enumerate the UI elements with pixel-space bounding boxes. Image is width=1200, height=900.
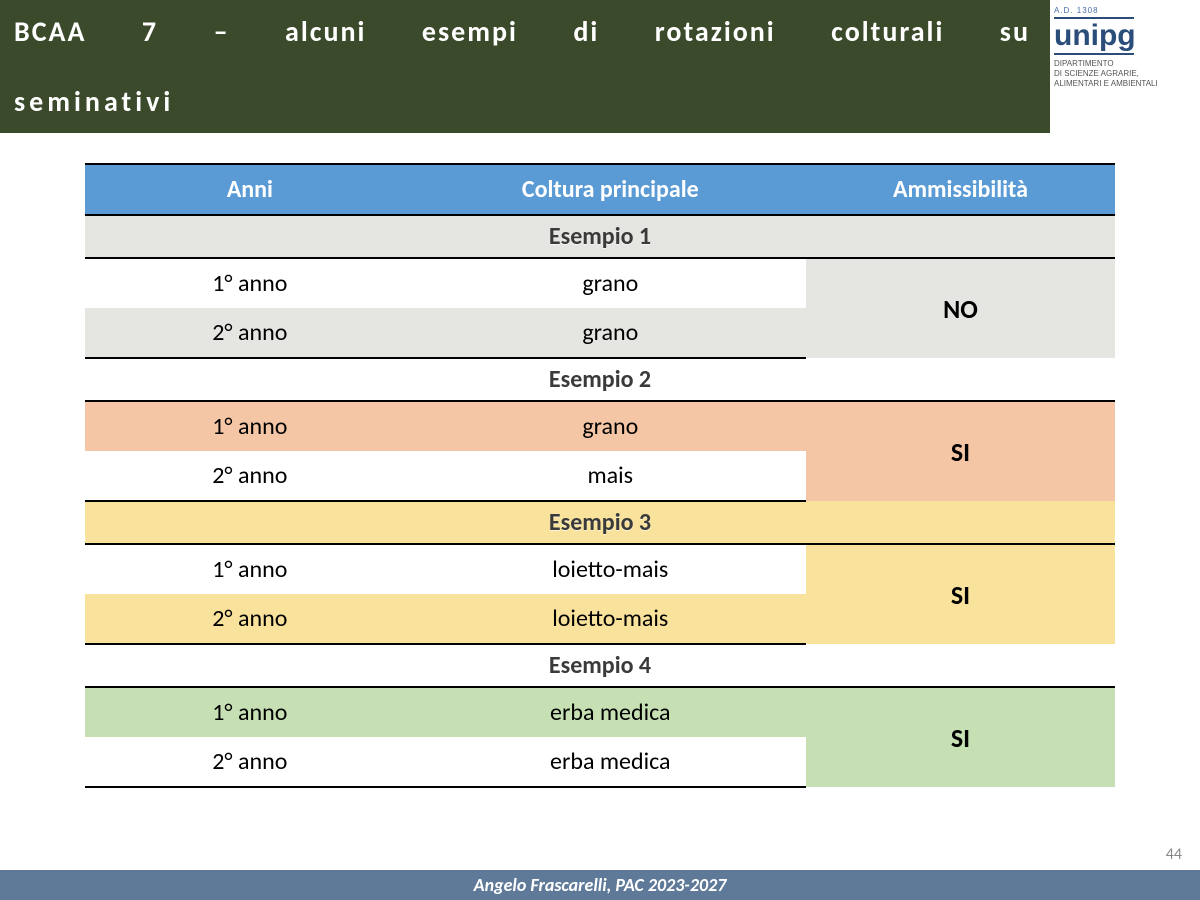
slide-title: BCAA 7 – alcuni esempi di rotazioni colt… xyxy=(0,0,1050,133)
title-line-1: BCAA 7 – alcuni esempi di rotazioni colt… xyxy=(14,14,1030,84)
cell-ammissibilita: SI xyxy=(806,401,1115,501)
rotation-table: Anni Coltura principale Ammissibilità Es… xyxy=(85,163,1115,788)
cell-year: 1° anno xyxy=(85,544,415,594)
example-label: Esempio 4 xyxy=(85,644,1115,687)
cell-crop: erba medica xyxy=(415,687,806,737)
col-header-anni: Anni xyxy=(85,164,415,215)
cell-year: 1° anno xyxy=(85,401,415,451)
example-label: Esempio 1 xyxy=(85,215,1115,258)
col-header-coltura: Coltura principale xyxy=(415,164,806,215)
col-header-amm: Ammissibilità xyxy=(806,164,1115,215)
cell-year: 2° anno xyxy=(85,451,415,501)
cell-year: 1° anno xyxy=(85,687,415,737)
footer-author: Angelo Frascarelli, PAC 2023-2027 xyxy=(0,870,1200,900)
logo-name: unipg xyxy=(1054,21,1194,51)
cell-crop: erba medica xyxy=(415,737,806,787)
cell-year: 2° anno xyxy=(85,594,415,644)
logo-divider xyxy=(1054,53,1134,55)
cell-crop: mais xyxy=(415,451,806,501)
table-row: 1° annogranoSI xyxy=(85,401,1115,451)
cell-year: 2° anno xyxy=(85,737,415,787)
cell-ammissibilita: SI xyxy=(806,687,1115,787)
example-label: Esempio 3 xyxy=(85,501,1115,544)
cell-ammissibilita: NO xyxy=(806,258,1115,358)
cell-crop: loietto-mais xyxy=(415,594,806,644)
cell-crop: grano xyxy=(415,308,806,358)
table-row: 1° annogranoNO xyxy=(85,258,1115,308)
table-header-row: Anni Coltura principale Ammissibilità xyxy=(85,164,1115,215)
logo-tagline: DIPARTIMENTODI SCIENZE AGRARIE,ALIMENTAR… xyxy=(1054,59,1194,89)
page-number: 44 xyxy=(1166,845,1182,864)
cell-crop: grano xyxy=(415,401,806,451)
university-logo: A.D. 1308 unipg DIPARTIMENTODI SCIENZE A… xyxy=(1054,6,1194,89)
cell-crop: grano xyxy=(415,258,806,308)
table-row: 1° annoloietto-maisSI xyxy=(85,544,1115,594)
cell-ammissibilita: SI xyxy=(806,544,1115,644)
table-row: 1° annoerba medicaSI xyxy=(85,687,1115,737)
title-line-2: seminativi xyxy=(14,84,174,119)
cell-year: 2° anno xyxy=(85,308,415,358)
cell-crop: loietto-mais xyxy=(415,544,806,594)
example-label: Esempio 2 xyxy=(85,358,1115,401)
rotation-table-container: Anni Coltura principale Ammissibilità Es… xyxy=(85,163,1115,788)
logo-year: A.D. 1308 xyxy=(1054,6,1194,15)
cell-year: 1° anno xyxy=(85,258,415,308)
